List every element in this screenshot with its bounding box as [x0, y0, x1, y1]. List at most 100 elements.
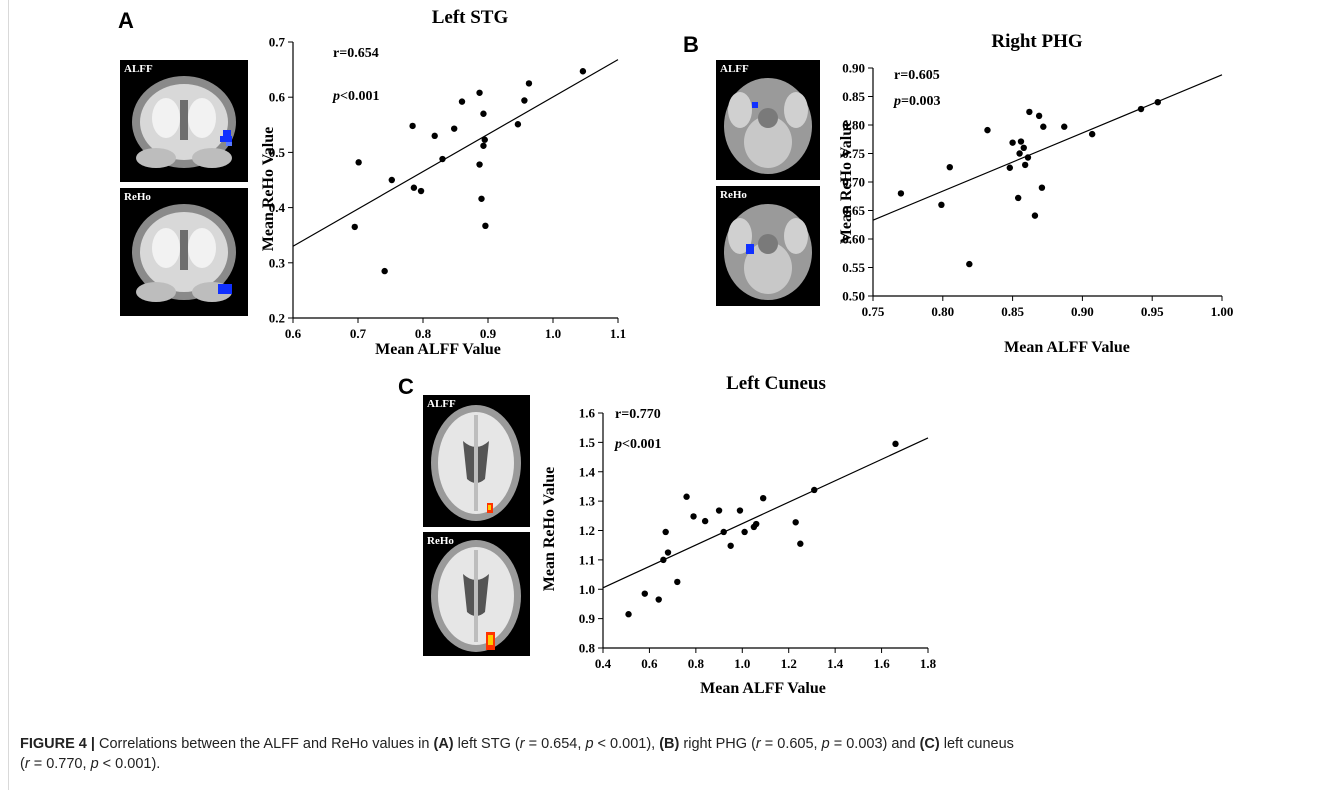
data-point: [1038, 184, 1046, 191]
caption-text: Correlations between the ALFF and ReHo v…: [94, 736, 434, 752]
y-tick-label: 0.4: [269, 200, 286, 215]
data-point: [480, 142, 487, 149]
y-axis-label: Mean ReHo Value: [260, 127, 277, 251]
data-point: [1020, 144, 1027, 151]
caption-text: left STG (: [453, 736, 520, 752]
y-tick-label: 1.0: [579, 582, 595, 597]
x-tick-label: 1.6: [873, 656, 890, 671]
data-point: [741, 528, 748, 536]
data-point: [579, 68, 587, 75]
data-point: [792, 519, 799, 526]
data-point: [1137, 105, 1145, 113]
caption-text: = 0.605,: [760, 736, 822, 752]
data-point: [409, 122, 416, 130]
data-point: [690, 513, 697, 520]
data-point: [759, 494, 767, 502]
figure-caption: FIGURE 4 | Correlations between the ALFF…: [20, 734, 1320, 774]
activation-blob: [218, 284, 232, 294]
data-point: [482, 222, 489, 230]
brain-label: ReHo: [720, 189, 747, 201]
y-tick-label: 0.2: [269, 311, 285, 326]
data-point: [664, 549, 672, 556]
chart-right-phg: Right PHG Mean ALFF Value Mean ReHo Valu…: [838, 31, 1233, 356]
x-tick-label: 0.90: [1071, 304, 1094, 319]
data-point: [1061, 123, 1068, 130]
panel-letter-a: A: [118, 8, 134, 33]
caption-text: < 0.001).: [98, 756, 161, 772]
chart-title: Left Cuneus: [726, 373, 826, 394]
data-point: [1009, 139, 1016, 146]
y-tick-label: 0.7: [269, 35, 286, 50]
x-tick-label: 0.75: [862, 304, 885, 319]
correlation-r: r=0.654: [333, 46, 379, 61]
x-tick-label: 1.4: [827, 656, 844, 671]
data-point: [1031, 212, 1039, 219]
data-point: [811, 486, 818, 494]
data-point: [451, 125, 458, 132]
caption-text: = 0.003) and: [829, 736, 920, 752]
chart-title: Left STG: [432, 7, 509, 28]
data-point: [984, 126, 991, 134]
data-point: [683, 493, 690, 500]
brain-label: ALFF: [720, 63, 749, 75]
brain-image-c-reho: ReHo: [423, 532, 530, 656]
data-point: [938, 201, 945, 208]
caption-text: left cuneus: [939, 736, 1014, 752]
data-point: [521, 97, 528, 104]
p-value: p<0.001: [614, 437, 661, 452]
axial-slice-icon: [431, 540, 521, 652]
y-tick-label: 0.90: [842, 61, 865, 76]
axial-slice-icon: [724, 204, 812, 300]
data-point: [476, 161, 483, 168]
correlation-r: r=0.605: [894, 68, 940, 83]
data-point: [892, 440, 899, 448]
y-tick-label: 0.70: [842, 175, 865, 190]
data-point: [720, 528, 727, 536]
figure-number: FIGURE 4 |: [20, 736, 95, 752]
data-point: [1040, 123, 1047, 130]
data-point: [1017, 138, 1025, 145]
chart-left-stg: Left STG Mean ALFF Value Mean ReHo Value…: [260, 7, 626, 358]
activation-blob: [746, 244, 754, 254]
data-point: [1014, 194, 1022, 202]
data-point: [1021, 161, 1029, 169]
caption-ref-a: (A): [433, 736, 454, 752]
x-tick-label: 0.9: [480, 326, 497, 341]
x-tick-label: 0.4: [595, 656, 612, 671]
x-axis-label: Mean ALFF Value: [700, 680, 826, 697]
data-point: [514, 121, 522, 128]
data-point: [660, 556, 667, 564]
caption-r: r: [755, 736, 761, 752]
y-tick-label: 1.4: [579, 464, 596, 479]
caption-text: right PHG (: [679, 736, 756, 752]
data-point: [753, 520, 760, 528]
data-point: [478, 195, 485, 202]
data-point: [946, 163, 953, 171]
panel-letter-b: B: [683, 32, 699, 57]
caption-r: r: [24, 756, 30, 772]
data-point: [797, 540, 804, 547]
scatter-charts: Left STG Mean ALFF Value Mean ReHo Value…: [260, 7, 1233, 697]
data-point: [417, 187, 425, 195]
y-tick-label: 0.8: [579, 641, 596, 656]
x-tick-label: 0.80: [931, 304, 954, 319]
data-point: [525, 80, 533, 87]
data-point: [381, 267, 388, 275]
p-value: p<0.001: [332, 89, 379, 104]
p-value: p=0.003: [893, 94, 940, 109]
data-point: [662, 528, 669, 536]
axial-slice-icon: [431, 405, 521, 521]
y-axis-label: Mean ReHo Value: [838, 120, 855, 244]
y-tick-label: 0.5: [269, 145, 286, 160]
data-point: [1035, 112, 1043, 120]
x-axis-label: Mean ALFF Value: [375, 341, 501, 358]
data-point: [355, 159, 362, 166]
brain-label: ALFF: [427, 398, 456, 410]
regression-line: [602, 437, 929, 589]
y-tick-label: 0.50: [842, 289, 865, 304]
brain-image-b-alff: ALFF: [716, 60, 820, 180]
y-tick-label: 0.6: [269, 90, 286, 105]
y-tick-label: 1.2: [579, 523, 595, 538]
x-tick-label: 1.00: [1211, 304, 1234, 319]
chart-left-cuneus: Left Cuneus Mean ALFF Value Mean ReHo Va…: [541, 373, 937, 697]
